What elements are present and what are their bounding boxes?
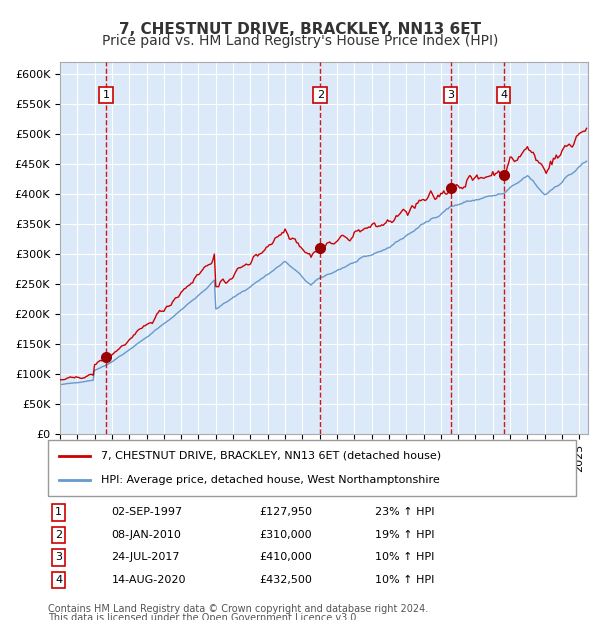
Text: HPI: Average price, detached house, West Northamptonshire: HPI: Average price, detached house, West… — [101, 476, 440, 485]
Text: This data is licensed under the Open Government Licence v3.0.: This data is licensed under the Open Gov… — [48, 613, 359, 620]
Text: 02-SEP-1997: 02-SEP-1997 — [112, 507, 182, 518]
Text: 2: 2 — [55, 530, 62, 540]
Text: £410,000: £410,000 — [259, 552, 312, 562]
Text: Price paid vs. HM Land Registry's House Price Index (HPI): Price paid vs. HM Land Registry's House … — [102, 34, 498, 48]
Text: 1: 1 — [103, 90, 110, 100]
Text: 23% ↑ HPI: 23% ↑ HPI — [376, 507, 435, 518]
Text: 08-JAN-2010: 08-JAN-2010 — [112, 530, 181, 540]
Text: 19% ↑ HPI: 19% ↑ HPI — [376, 530, 435, 540]
Text: £127,950: £127,950 — [259, 507, 312, 518]
Text: Contains HM Land Registry data © Crown copyright and database right 2024.: Contains HM Land Registry data © Crown c… — [48, 604, 428, 614]
Text: 2: 2 — [317, 90, 324, 100]
Text: £432,500: £432,500 — [259, 575, 312, 585]
Text: 3: 3 — [55, 552, 62, 562]
Text: 4: 4 — [55, 575, 62, 585]
Text: 14-AUG-2020: 14-AUG-2020 — [112, 575, 186, 585]
Text: 10% ↑ HPI: 10% ↑ HPI — [376, 575, 435, 585]
Text: 3: 3 — [447, 90, 454, 100]
Text: 7, CHESTNUT DRIVE, BRACKLEY, NN13 6ET (detached house): 7, CHESTNUT DRIVE, BRACKLEY, NN13 6ET (d… — [101, 451, 441, 461]
Text: 10% ↑ HPI: 10% ↑ HPI — [376, 552, 435, 562]
Text: 7, CHESTNUT DRIVE, BRACKLEY, NN13 6ET: 7, CHESTNUT DRIVE, BRACKLEY, NN13 6ET — [119, 22, 481, 37]
Text: £310,000: £310,000 — [259, 530, 312, 540]
Text: 4: 4 — [500, 90, 507, 100]
Text: 1: 1 — [55, 507, 62, 518]
FancyBboxPatch shape — [48, 440, 576, 496]
Text: 24-JUL-2017: 24-JUL-2017 — [112, 552, 180, 562]
